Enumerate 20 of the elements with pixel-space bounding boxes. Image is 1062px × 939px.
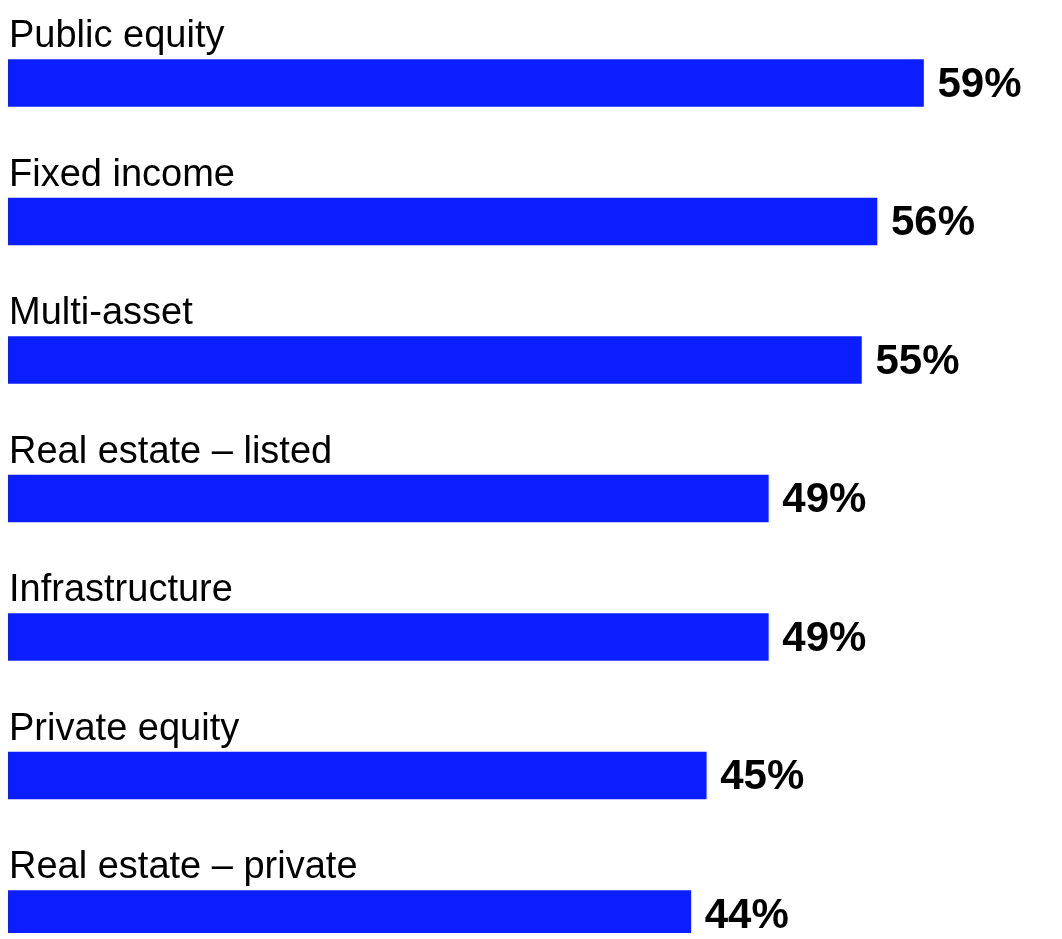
y-tick-label: Infrastructure [9,567,233,609]
data-label: 49% [782,474,867,522]
bar [8,336,862,384]
y-tick-label: Multi-asset [9,290,194,332]
y-tick-label: Real estate – listed [9,428,333,471]
data-label: 59% [937,58,1022,106]
data-label: 49% [782,612,867,660]
y-tick-label: Real estate – private [9,844,358,886]
data-label: 44% [704,889,789,937]
data-label: 55% [875,335,960,383]
data-label: 45% [720,751,805,799]
bar [8,197,878,246]
y-tick-label: Private equity [9,705,240,748]
bar [8,613,769,661]
bar [8,751,707,800]
bar [8,59,924,107]
y-tick-label: Public equity [9,13,225,55]
bar [8,474,769,523]
data-label: 56% [890,197,975,245]
y-tick-label: Fixed income [9,151,235,194]
